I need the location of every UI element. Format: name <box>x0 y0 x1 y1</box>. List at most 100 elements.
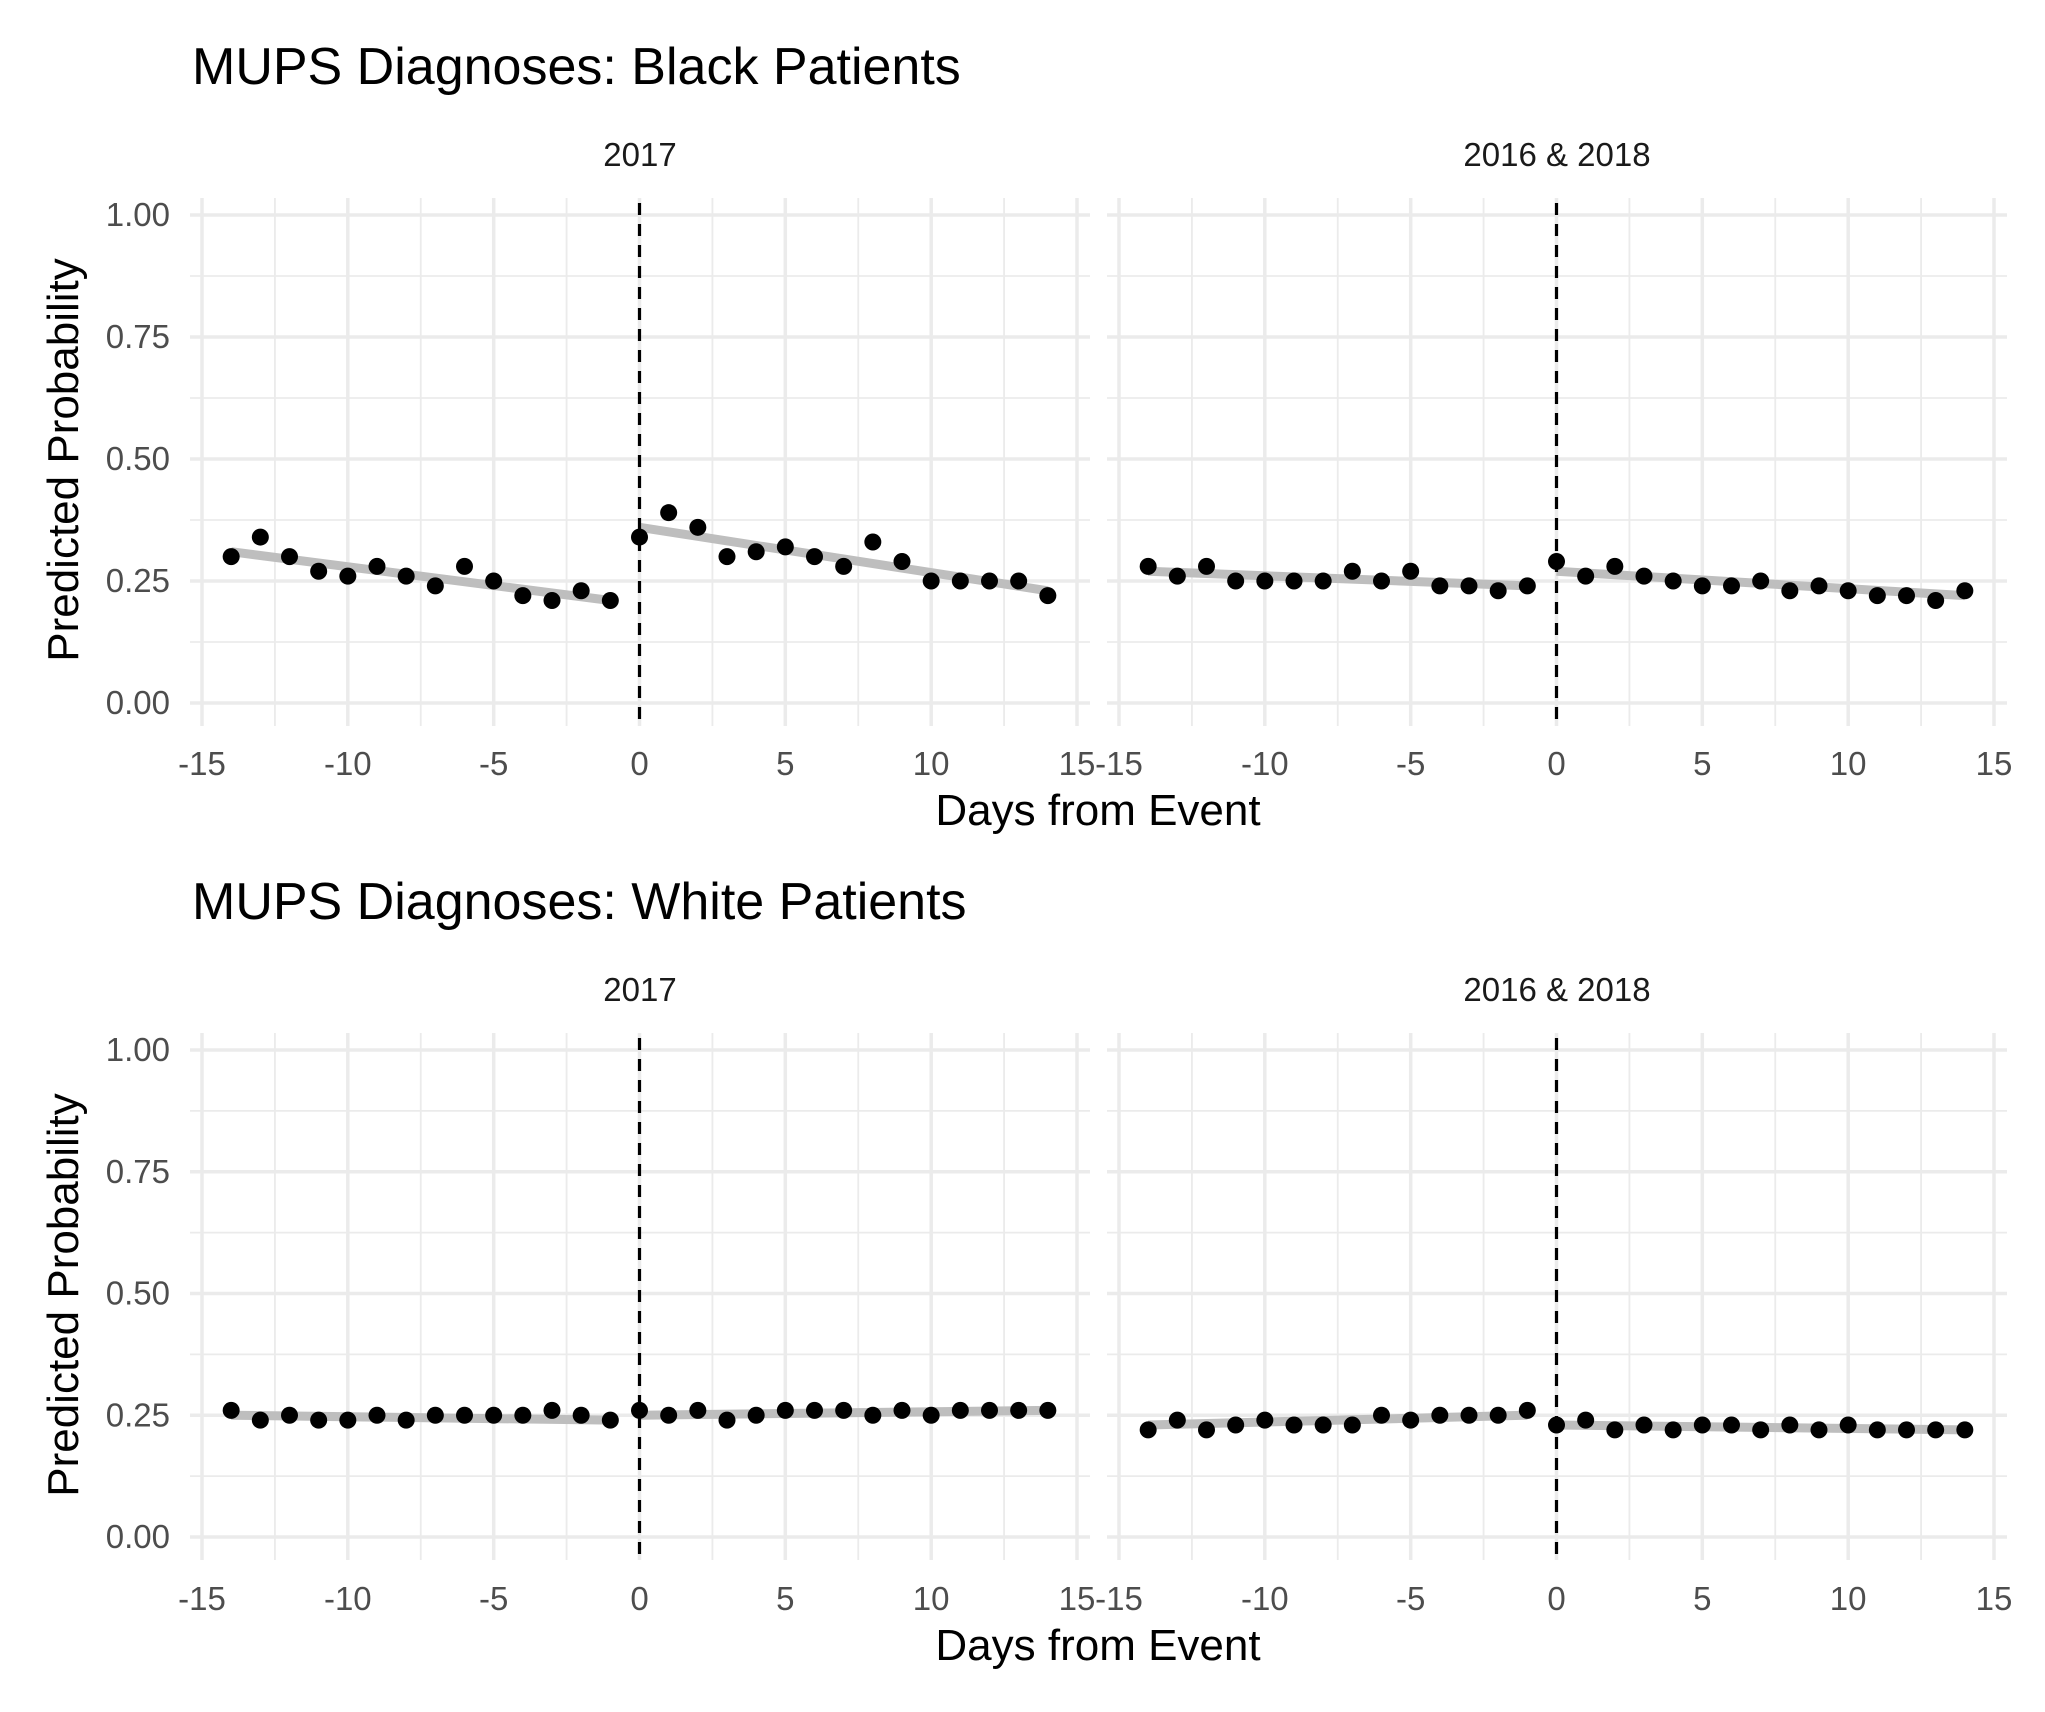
x-tick-label: -15 <box>178 745 226 782</box>
x-tick-label: -10 <box>324 1580 372 1617</box>
data-point <box>747 1406 765 1424</box>
data-point <box>339 567 357 585</box>
x-tick-label: -15 <box>1095 745 1143 782</box>
data-point <box>543 592 561 610</box>
y-tick-label: 0.50 <box>106 440 170 477</box>
data-point <box>1781 1416 1799 1434</box>
x-tick-label: 15 <box>1059 745 1096 782</box>
data-point <box>1256 572 1274 590</box>
data-point <box>1752 1421 1770 1439</box>
data-point <box>689 1401 707 1419</box>
data-point <box>1460 1406 1478 1424</box>
data-point <box>718 548 736 566</box>
x-tick-label: -5 <box>479 745 508 782</box>
data-point <box>251 1411 269 1429</box>
x-tick-label: 5 <box>776 745 794 782</box>
x-tick-label: -10 <box>324 745 372 782</box>
x-tick-label: -5 <box>479 1580 508 1617</box>
data-point <box>251 528 269 546</box>
data-point <box>1693 1416 1711 1434</box>
data-point <box>776 538 794 556</box>
data-point <box>806 548 823 566</box>
data-point <box>1343 562 1361 580</box>
data-point <box>864 1406 882 1424</box>
y-tick-label: 1.00 <box>106 1031 170 1068</box>
data-point <box>368 1406 386 1424</box>
panel-left: 2017 -15 -10 -5 0 5 10 15 0.00 0.25 0.50 0.75 1.00 <box>106 136 1096 782</box>
x-tick-label: -15 <box>1095 1580 1143 1617</box>
x-tick-label: -15 <box>178 1580 226 1617</box>
data-point <box>397 567 415 585</box>
data-point <box>1518 577 1536 595</box>
x-tick-label: 5 <box>1693 745 1711 782</box>
data-point <box>1723 577 1740 595</box>
x-tick-label: 10 <box>913 745 950 782</box>
x-tick-label: 10 <box>913 1580 950 1617</box>
x-tick-label: 15 <box>1059 1580 1096 1617</box>
data-point <box>456 1406 473 1424</box>
data-point <box>951 572 969 590</box>
chart-title: MUPS Diagnoses: White Patients <box>192 873 967 931</box>
data-point <box>397 1411 415 1429</box>
y-tick-label: 0.25 <box>106 562 170 599</box>
data-point <box>1489 582 1507 600</box>
data-point <box>1227 572 1245 590</box>
x-axis-label: Days from Event <box>935 1621 1260 1670</box>
data-point <box>893 1401 911 1419</box>
data-point <box>601 1411 619 1429</box>
data-point <box>1373 572 1390 590</box>
data-point <box>864 533 882 551</box>
data-point <box>310 562 328 580</box>
data-point <box>1810 1421 1828 1439</box>
data-point <box>951 1401 969 1419</box>
data-point <box>456 557 473 575</box>
facet-strip-label: 2016 & 2018 <box>1463 971 1650 1008</box>
x-tick-label: -10 <box>1241 745 1289 782</box>
data-point <box>543 1401 561 1419</box>
data-point <box>1010 1401 1028 1419</box>
data-point <box>660 1406 678 1424</box>
x-tick-label: 5 <box>776 1580 794 1617</box>
data-point <box>485 572 503 590</box>
facet-strip-label: 2016 & 2018 <box>1463 136 1650 173</box>
x-axis-label: Days from Event <box>935 786 1260 835</box>
data-point <box>1373 1406 1390 1424</box>
data-point <box>1693 577 1711 595</box>
data-point <box>1139 1421 1157 1439</box>
x-tick-label: 10 <box>1830 745 1867 782</box>
facet-strip-label: 2017 <box>603 136 676 173</box>
data-point <box>835 1401 853 1419</box>
data-point <box>1781 582 1799 600</box>
data-point <box>806 1401 823 1419</box>
data-point <box>310 1411 328 1429</box>
data-point <box>1868 587 1886 605</box>
data-point <box>835 557 853 575</box>
data-point <box>1198 557 1215 575</box>
data-point <box>1285 572 1303 590</box>
data-point <box>631 528 648 546</box>
data-point <box>1139 557 1157 575</box>
data-point <box>1402 1411 1420 1429</box>
data-point <box>426 577 444 595</box>
panel-right: 2016 & 2018 -15 -10 -5 0 5 10 15 <box>1095 971 2012 1617</box>
data-point <box>1460 577 1478 595</box>
black-patients-chart: MUPS Diagnoses: Black Patients 2017 -15 -1… <box>39 38 2012 835</box>
data-point <box>1927 592 1945 610</box>
data-point <box>1489 1406 1507 1424</box>
panel-right: 2016 & 2018 -15 -10 -5 0 5 10 15 <box>1095 136 2012 782</box>
y-tick-label: 0.00 <box>106 684 170 721</box>
y-axis-label: Predicted Probability <box>39 1093 88 1497</box>
data-point <box>572 582 590 600</box>
data-point <box>1431 1406 1449 1424</box>
x-tick-label: 15 <box>1976 1580 2013 1617</box>
data-point <box>1839 582 1857 600</box>
y-tick-label: 0.50 <box>106 1275 170 1312</box>
data-point <box>631 1401 648 1419</box>
data-point <box>1010 572 1028 590</box>
data-point <box>601 592 619 610</box>
x-tick-label: 10 <box>1830 1580 1867 1617</box>
data-point <box>485 1406 503 1424</box>
data-point <box>922 1406 940 1424</box>
data-point <box>426 1406 444 1424</box>
